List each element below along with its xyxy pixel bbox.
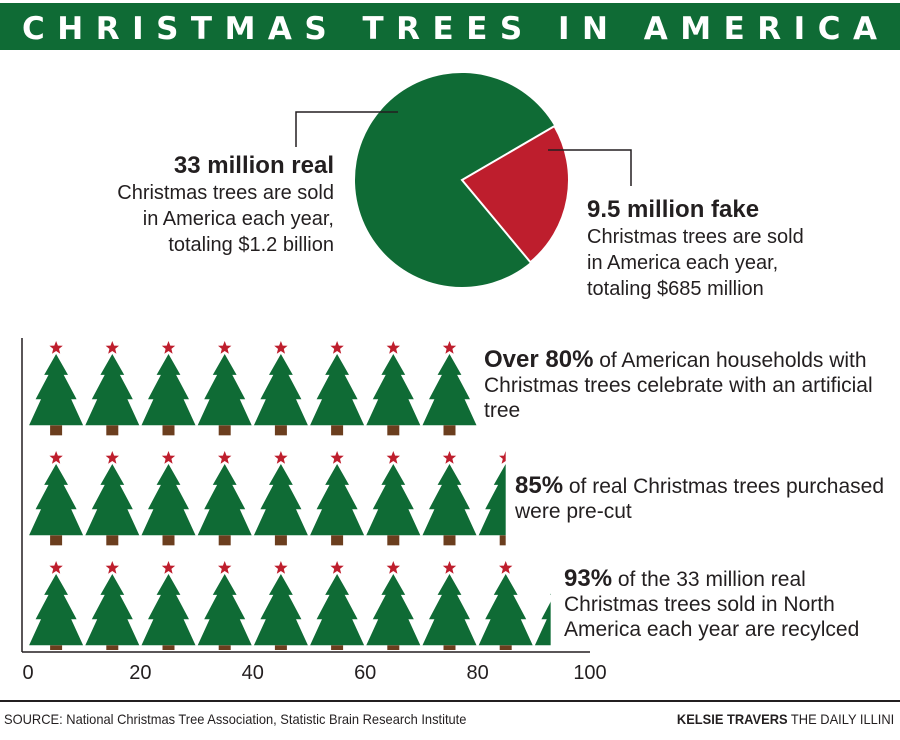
christmas-tree-icon xyxy=(310,341,365,436)
christmas-tree-icon xyxy=(197,341,252,436)
stat-text: of real Christmas trees purchased were p… xyxy=(515,475,885,523)
source-note: SOURCE: National Christmas Tree Associat… xyxy=(4,711,467,727)
christmas-tree-icon xyxy=(29,341,84,436)
fake-trees-callout: 9.5 million fake Christmas trees are sol… xyxy=(587,196,804,302)
pie-slice-real xyxy=(354,72,555,287)
christmas-tree-icon xyxy=(366,451,421,546)
christmas-tree-icon xyxy=(85,341,140,436)
leader-lines xyxy=(295,111,632,186)
bar-row xyxy=(29,451,506,546)
fake-trees-line-3: totaling $685 million xyxy=(587,278,764,300)
stat-text: of the 33 million real Christmas trees s… xyxy=(564,568,860,641)
fake-trees-headline: 9.5 million fake xyxy=(587,196,760,223)
recycled-stat: 93% of the 33 million real Christmas tre… xyxy=(564,566,894,642)
stat-value: 93% xyxy=(564,565,613,592)
byline: KELSIE TRAVERS THE DAILY ILLINI xyxy=(677,711,894,727)
real-trees-headline: 33 million real xyxy=(173,152,334,179)
christmas-tree-icon xyxy=(478,451,506,546)
real-trees-line-3: totaling $1.2 billion xyxy=(168,234,334,256)
x-tick-label: 100 xyxy=(573,662,606,684)
bar-row xyxy=(29,561,551,650)
artificial-tree-stat: Over 80% of American households with Chr… xyxy=(484,347,894,423)
christmas-tree-icon xyxy=(422,451,477,546)
christmas-tree-icon xyxy=(85,561,140,650)
christmas-tree-icon xyxy=(253,561,308,650)
footer-divider xyxy=(0,700,900,702)
x-tick-label: 40 xyxy=(242,662,264,684)
christmas-tree-icon xyxy=(310,561,365,650)
x-tick-label: 0 xyxy=(22,662,33,684)
tree-bar-chart xyxy=(29,341,551,650)
christmas-tree-icon xyxy=(141,341,196,436)
stat-value: 85% xyxy=(515,472,564,499)
x-tick-label: 20 xyxy=(129,662,151,684)
fake-trees-line-1: Christmas trees are sold xyxy=(587,226,804,248)
real-trees-line-2: in America each year, xyxy=(142,208,334,230)
author-name: KELSIE TRAVERS xyxy=(676,711,788,727)
fake-leader-line xyxy=(548,149,632,186)
x-tick-label: 60 xyxy=(354,662,376,684)
pie-slice-fake xyxy=(460,124,570,264)
christmas-tree-icon xyxy=(422,341,477,436)
christmas-tree-icon xyxy=(253,451,308,546)
christmas-tree-icon xyxy=(310,451,365,546)
christmas-tree-icon xyxy=(85,451,140,546)
x-axis: 0 20 40 60 80 100 xyxy=(21,338,607,684)
real-leader-line xyxy=(295,111,398,147)
christmas-tree-icon xyxy=(141,561,196,650)
page-title: CHRISTMAS TREES IN AMERICA xyxy=(22,11,890,47)
christmas-tree-icon xyxy=(366,561,421,650)
real-trees-callout: 33 million real Christmas trees are sold… xyxy=(117,152,334,258)
christmas-tree-icon xyxy=(534,593,551,646)
x-tick-label: 80 xyxy=(466,662,488,684)
stat-value: Over 80% xyxy=(484,346,594,373)
publication-name: THE DAILY ILLINI xyxy=(787,711,894,727)
christmas-tree-icon xyxy=(478,561,533,650)
bar-row xyxy=(29,341,477,436)
christmas-tree-icon xyxy=(366,341,421,436)
christmas-tree-icon xyxy=(141,451,196,546)
title-bar: CHRISTMAS TREES IN AMERICA xyxy=(0,3,900,50)
pie-chart xyxy=(354,72,570,287)
christmas-tree-icon xyxy=(197,451,252,546)
stat-text: of American households with Christmas tr… xyxy=(484,349,873,422)
christmas-tree-icon xyxy=(253,341,308,436)
pre-cut-stat: 85% of real Christmas trees purchased we… xyxy=(515,473,895,524)
fake-trees-line-2: in America each year, xyxy=(587,252,779,274)
christmas-tree-icon xyxy=(197,561,252,650)
christmas-tree-icon xyxy=(29,451,84,546)
christmas-tree-icon xyxy=(29,561,84,650)
christmas-tree-icon xyxy=(422,561,477,650)
real-trees-line-1: Christmas trees are sold xyxy=(117,182,334,204)
